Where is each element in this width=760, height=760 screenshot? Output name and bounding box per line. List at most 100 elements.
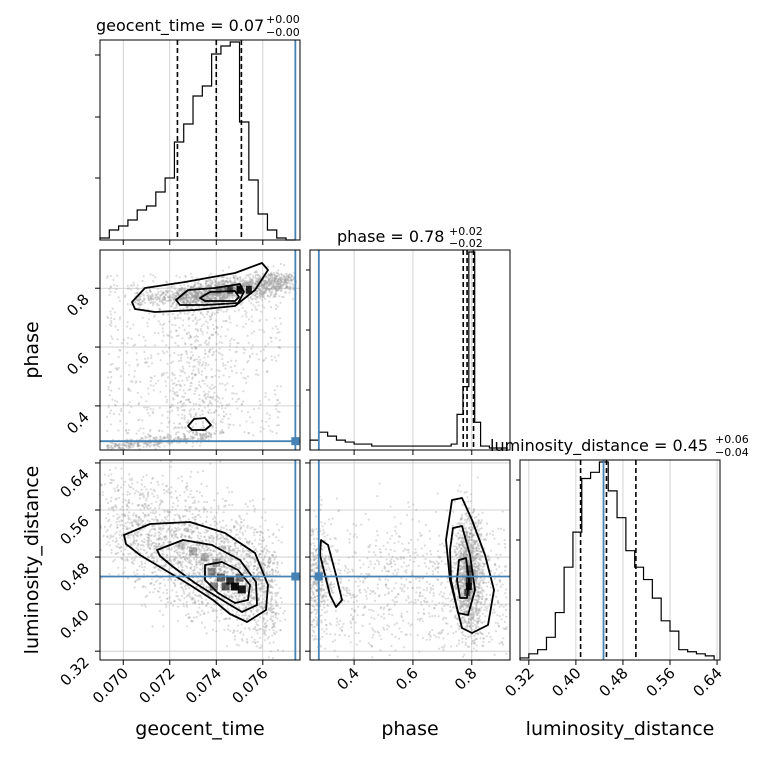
sample-point xyxy=(253,534,256,537)
sample-point xyxy=(231,293,234,297)
sample-point xyxy=(212,610,215,613)
sample-point xyxy=(279,596,282,600)
sample-point xyxy=(118,349,121,352)
sample-point xyxy=(136,364,139,367)
sample-point xyxy=(262,295,265,298)
sample-point xyxy=(154,296,157,299)
sample-point xyxy=(276,617,279,620)
sample-point xyxy=(197,292,200,295)
sample-point xyxy=(259,294,262,297)
sample-point xyxy=(185,332,189,335)
sample-point xyxy=(162,591,165,594)
sample-point xyxy=(245,315,248,318)
sample-point xyxy=(147,387,150,390)
sample-point xyxy=(193,294,196,297)
sample-point xyxy=(197,305,201,308)
sample-point xyxy=(216,292,219,295)
sample-point xyxy=(158,298,161,301)
sample-point xyxy=(233,364,237,367)
sample-point xyxy=(212,292,215,296)
sample-point xyxy=(172,422,176,425)
sample-point xyxy=(242,325,245,328)
sample-point xyxy=(246,505,249,508)
sample-point xyxy=(218,282,221,285)
sample-point xyxy=(149,380,152,383)
sample-point xyxy=(180,405,183,408)
sample-point xyxy=(261,283,264,286)
sample-point xyxy=(266,286,269,289)
sample-point xyxy=(108,412,111,415)
sample-point xyxy=(257,278,260,281)
sample-point xyxy=(233,276,236,279)
sample-point xyxy=(211,292,215,296)
sample-point xyxy=(173,526,177,530)
sample-point xyxy=(118,387,121,390)
sample-point xyxy=(265,548,268,551)
sample-point xyxy=(249,563,253,566)
sample-point xyxy=(210,388,213,391)
sample-point xyxy=(140,483,144,486)
sample-point xyxy=(225,280,228,283)
sample-point xyxy=(199,436,202,439)
sample-point xyxy=(279,262,282,265)
sample-point xyxy=(127,518,130,521)
sample-point xyxy=(256,640,259,644)
sample-point xyxy=(146,408,149,411)
sample-point xyxy=(163,352,166,355)
sample-point xyxy=(106,429,109,433)
sample-point xyxy=(229,366,232,369)
sample-point xyxy=(251,287,254,290)
sample-point xyxy=(279,289,282,292)
sample-point xyxy=(188,587,191,590)
sample-point xyxy=(276,385,279,388)
sample-point xyxy=(125,432,128,435)
sample-point xyxy=(235,371,238,374)
sample-point xyxy=(263,564,266,567)
sample-point xyxy=(108,573,111,576)
sample-point xyxy=(211,297,214,300)
sample-point xyxy=(177,566,180,569)
sample-point xyxy=(189,336,192,339)
sample-point xyxy=(138,306,141,309)
sample-point xyxy=(165,401,168,404)
sample-point xyxy=(175,595,178,598)
sample-point xyxy=(123,559,126,562)
sample-point xyxy=(145,400,148,403)
sample-point xyxy=(242,390,245,393)
sample-point xyxy=(153,315,156,318)
sample-point xyxy=(266,370,269,373)
sample-point xyxy=(165,344,168,347)
sample-point xyxy=(172,555,175,558)
sample-point xyxy=(135,352,138,355)
sample-point xyxy=(165,530,168,533)
sample-point xyxy=(174,292,177,295)
sample-point xyxy=(221,407,224,410)
sample-point xyxy=(268,642,271,645)
sample-point xyxy=(205,501,209,504)
sample-point xyxy=(251,320,254,323)
sample-point xyxy=(241,639,244,642)
sample-point xyxy=(186,430,189,433)
sample-point xyxy=(177,605,180,608)
sample-point xyxy=(195,296,198,299)
sample-point xyxy=(209,272,213,275)
sample-point xyxy=(208,289,211,292)
sample-point xyxy=(183,435,186,438)
sample-point xyxy=(250,609,253,613)
sample-point xyxy=(209,285,212,288)
sample-point xyxy=(129,552,132,555)
sample-point xyxy=(284,291,288,294)
sample-point xyxy=(220,603,223,606)
sample-point xyxy=(174,549,177,553)
sample-point xyxy=(276,416,280,419)
sample-point xyxy=(215,405,218,408)
sample-point xyxy=(136,291,139,294)
sample-point xyxy=(176,292,179,295)
sample-point xyxy=(193,408,196,411)
sample-point xyxy=(168,557,171,560)
sample-point xyxy=(252,284,255,287)
sample-point xyxy=(208,289,211,292)
sample-point xyxy=(231,558,234,561)
sample-point xyxy=(218,347,221,350)
sample-point xyxy=(287,273,291,277)
